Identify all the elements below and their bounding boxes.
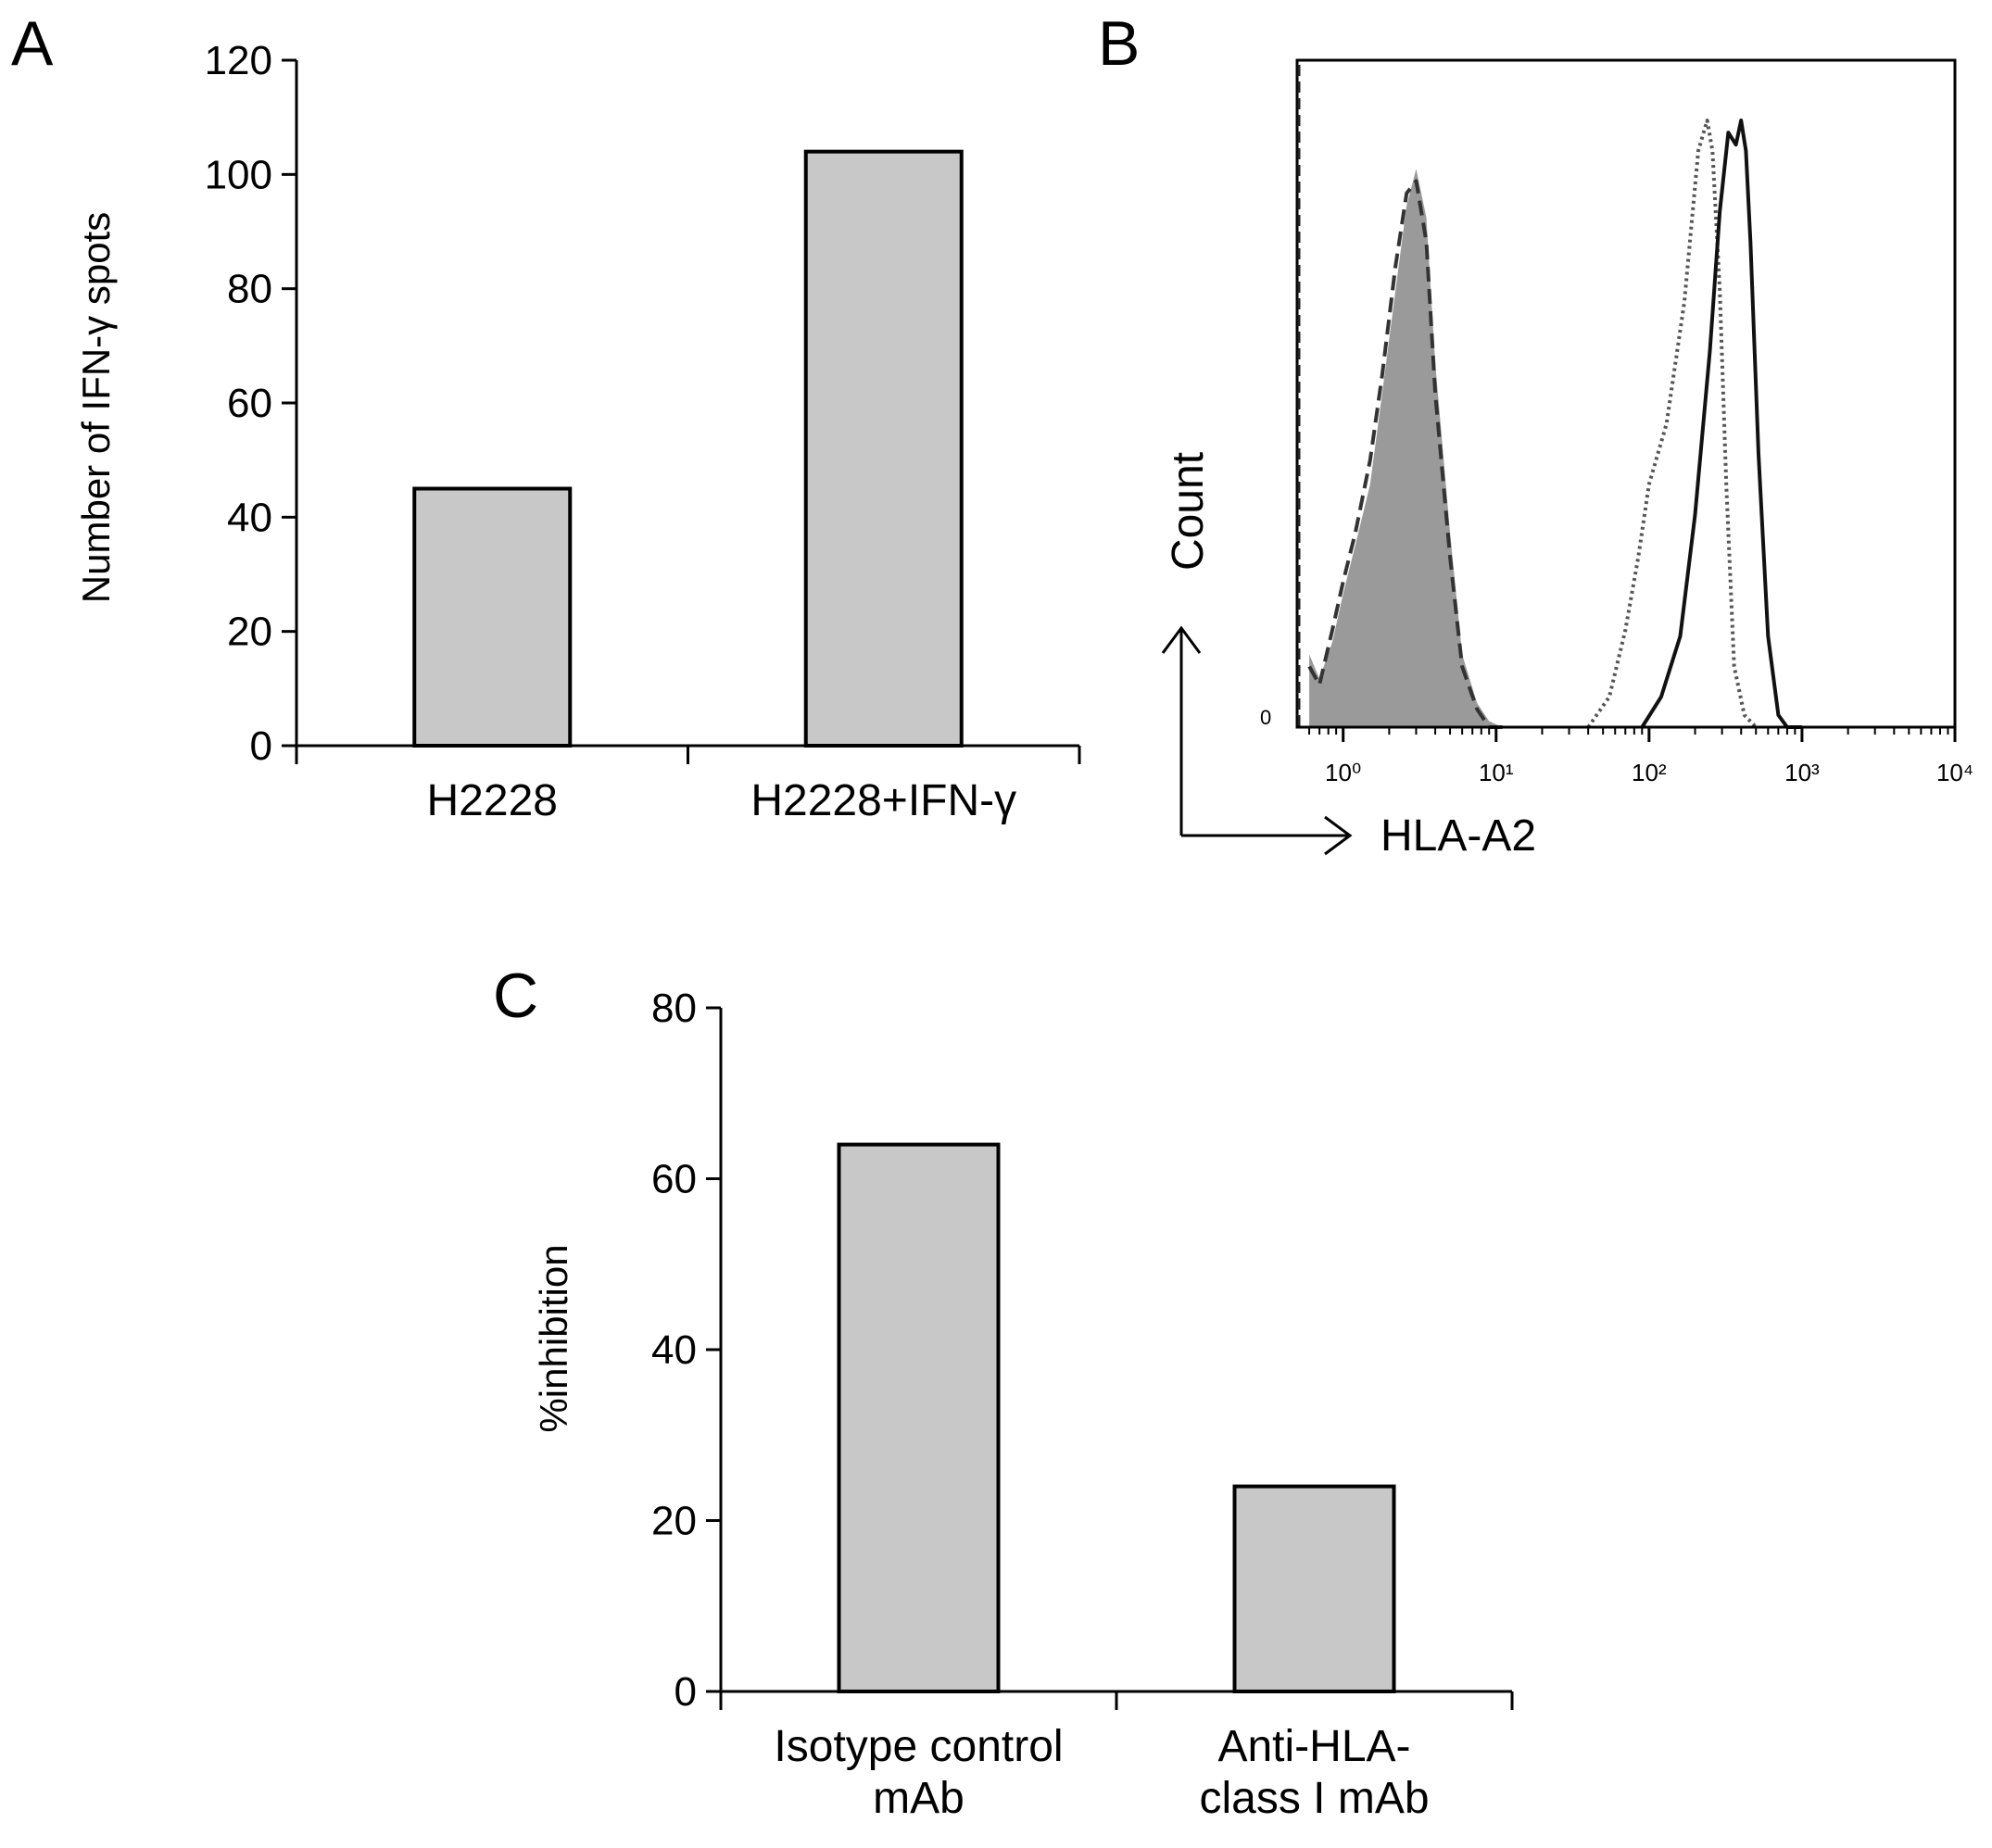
panel-b-x-tick-label: 10⁰ — [1325, 759, 1361, 786]
panel-letter-a: A — [11, 8, 54, 79]
panel-a-y-tick-label: 80 — [227, 267, 272, 312]
panel-a-y-tick-label: 60 — [227, 381, 272, 426]
panel-c-bars — [837, 1142, 1396, 1693]
panel-b-curves — [1307, 119, 1802, 729]
panel-c-bar — [837, 1142, 1001, 1693]
panel-a-y-tick-label: 120 — [205, 38, 272, 83]
panel-b-dotted-curve — [1586, 119, 1758, 729]
panel-b-y-axis-label: Count — [1164, 452, 1213, 571]
panel-b-x-tick-label: 10¹ — [1479, 759, 1514, 786]
panel-a-bar-chart: 0 20 40 60 80 100 120 H2228 H2228+IFN-γ Number … — [74, 38, 1081, 825]
panel-b-arrowhead-up — [1161, 625, 1202, 654]
panel-b-x-axis-label: HLA-A2 — [1381, 811, 1536, 861]
panel-a-y-tick-label: 100 — [205, 152, 272, 197]
panel-c-y-tick-label: 60 — [651, 1157, 697, 1202]
panel-a-y-tick-label: 20 — [227, 610, 272, 655]
panel-c-y-tick-label: 80 — [651, 986, 697, 1031]
panel-c-bar — [1232, 1484, 1396, 1693]
panel-c-x-tick-label: Anti-HLA- — [1217, 1722, 1410, 1771]
panel-b-solid-curve — [1640, 119, 1802, 729]
panel-b-x-ticks: 10⁰ 10¹ 10² 10³ 10⁴ — [1325, 727, 1973, 786]
panel-c-y-tick-label: 40 — [651, 1327, 697, 1373]
panel-c-y-tick-label: 20 — [651, 1499, 697, 1544]
panel-c-x-tick-label: class I mAb — [1199, 1774, 1429, 1823]
panel-a-bar — [803, 149, 964, 748]
panel-b-minor-ticks — [1308, 727, 1949, 735]
panel-c-y-tick-label: 0 — [675, 1669, 697, 1715]
panel-a-y-tick-label: 0 — [250, 723, 272, 769]
panel-b-y-tick-0: 0 — [1260, 706, 1271, 729]
panel-a-x-tick-label: H2228 — [427, 776, 558, 825]
panel-c-x-tick-label: mAb — [873, 1774, 964, 1823]
panel-letter-c: C — [493, 961, 538, 1031]
panel-a-y-axis-label: Number of IFN-γ spots — [74, 212, 118, 603]
panel-b-x-tick-label: 10² — [1632, 759, 1667, 786]
panel-b-x-tick-label: 10⁴ — [1936, 759, 1973, 786]
panel-a-x-ticks: H2228 H2228+IFN-γ — [295, 746, 1081, 825]
panel-c-y-axis-label: %inhibition — [532, 1244, 575, 1432]
panel-b-arrowhead-right — [1324, 815, 1353, 856]
panel-letter-b: B — [1098, 8, 1140, 79]
panel-a-bars — [412, 149, 964, 748]
panel-a-x-tick-label: H2228+IFN-γ — [750, 776, 1016, 825]
panel-c-x-tick-label: Isotype control — [774, 1722, 1063, 1771]
panel-b-x-tick-label: 10³ — [1784, 759, 1820, 786]
panel-b-filled-histogram — [1309, 169, 1519, 727]
panel-c-y-ticks: 0 20 40 60 80 — [651, 986, 721, 1715]
panel-b-histogram: 10⁰ 10¹ 10² 10³ 10⁴ 0 HLA-A2 Count — [1161, 58, 1973, 861]
panel-a-y-tick-label: 40 — [227, 495, 272, 540]
panel-b-axis-arrows — [1161, 625, 1353, 856]
panel-a-y-ticks: 0 20 40 60 80 100 120 — [205, 38, 296, 769]
panel-b-dashed-curve — [1307, 179, 1503, 729]
panel-a-bar — [412, 486, 573, 748]
